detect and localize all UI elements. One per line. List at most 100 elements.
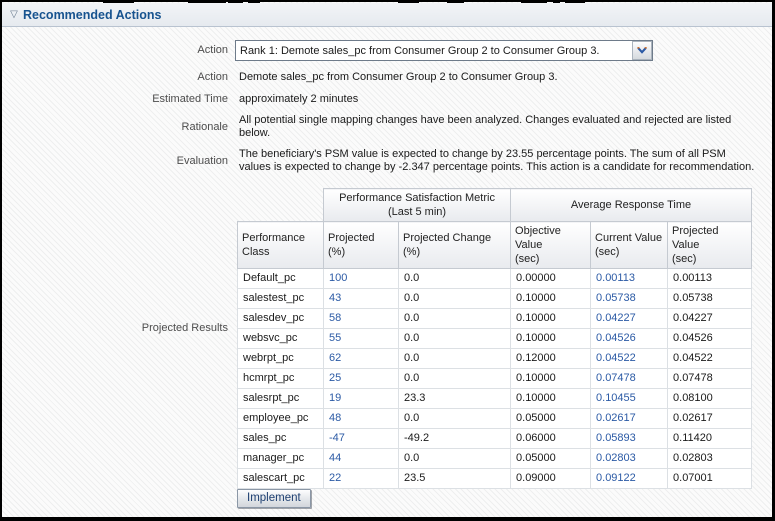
col-header-objective-value: Objective Value (sec) — [510, 221, 592, 269]
projected-results-table: Performance Satisfaction Metric (Last 5 … — [237, 188, 753, 489]
action-select[interactable]: Rank 1: Demote sales_pc from Consumer Gr… — [235, 40, 653, 61]
group-header-avg-response-time: Average Response Time — [510, 188, 753, 222]
cell-projected-value: 0.11420 — [667, 428, 753, 449]
dropdown-arrow-icon[interactable] — [632, 41, 652, 60]
cell-current-value: 0.00113 — [590, 268, 669, 289]
estimated-time-label: Estimated Time — [152, 93, 228, 105]
cell-performance-class: Default_pc — [237, 268, 324, 289]
cell-projected-pct: -47 — [323, 428, 399, 449]
col-header-performance-class: Performance Class — [237, 221, 324, 269]
cell-projected-change: 0.0 — [397, 268, 512, 289]
cell-projected-change: 0.0 — [397, 408, 512, 429]
cell-projected-pct: 48 — [323, 408, 399, 429]
cell-current-value: 0.02617 — [590, 408, 669, 429]
cell-projected-pct: 58 — [323, 308, 399, 329]
implement-button[interactable]: Implement — [237, 489, 311, 508]
cell-objective-value: 0.00000 — [510, 268, 592, 289]
cell-projected-change: 0.0 — [397, 448, 512, 469]
cell-performance-class: salestest_pc — [237, 288, 324, 309]
cell-objective-value: 0.10000 — [510, 368, 592, 389]
cell-performance-class: websvc_pc — [237, 328, 324, 349]
cell-projected-value: 0.04526 — [667, 328, 753, 349]
cell-objective-value: 0.05000 — [510, 448, 592, 469]
cell-projected-pct: 44 — [323, 448, 399, 469]
table-row: salestest_pc 43 0.0 0.10000 0.05738 0.05… — [237, 288, 753, 309]
cell-projected-change: 0.0 — [397, 288, 512, 309]
col-header-projected-pct: Projected (%) — [323, 221, 399, 269]
table-row: websvc_pc 55 0.0 0.10000 0.04526 0.04526 — [237, 328, 753, 349]
col-header-projected-value: Projected Value (sec) — [667, 221, 753, 269]
cell-objective-value: 0.05000 — [510, 408, 592, 429]
cell-projected-change: -49.2 — [397, 428, 512, 449]
cell-projected-pct: 25 — [323, 368, 399, 389]
rationale-label: Rationale — [181, 120, 228, 133]
table-group-header-row: Performance Satisfaction Metric (Last 5 … — [238, 188, 753, 222]
cell-projected-pct: 22 — [323, 468, 399, 489]
col-header-current-value: Current Value (sec) — [590, 221, 669, 269]
cell-projected-value: 0.07478 — [667, 368, 753, 389]
projected-results-label: Projected Results — [141, 322, 228, 334]
cell-performance-class: hcmrpt_pc — [237, 368, 324, 389]
table-row: sales_pc -47 -49.2 0.06000 0.05893 0.114… — [237, 428, 753, 449]
cell-current-value: 0.04522 — [590, 348, 669, 369]
cell-projected-pct: 43 — [323, 288, 399, 309]
cell-objective-value: 0.06000 — [510, 428, 592, 449]
rationale-value: All potential single mapping changes hav… — [239, 114, 732, 139]
cell-objective-value: 0.10000 — [510, 308, 592, 329]
cell-objective-value: 0.10000 — [510, 328, 592, 349]
cell-current-value: 0.10455 — [590, 388, 669, 409]
cell-performance-class: manager_pc — [237, 448, 324, 469]
cell-objective-value: 0.10000 — [510, 288, 592, 309]
estimated-time-row: Estimated Time approximately 2 minutes — [2, 93, 772, 106]
table-column-header-row: Performance Class Projected (%) Projecte… — [237, 221, 753, 269]
evaluation-value: The beneficiary's PSM value is expected … — [239, 148, 755, 173]
cell-projected-value: 0.04522 — [667, 348, 753, 369]
evaluation-row: Evaluation The beneficiary's PSM value i… — [2, 148, 772, 174]
rationale-row: Rationale All potential single mapping c… — [2, 114, 772, 140]
table-row: salescart_pc 22 23.5 0.09000 0.09122 0.0… — [237, 468, 753, 489]
action-text-row: Action Demote sales_pc from Consumer Gro… — [2, 71, 772, 84]
cell-projected-change: 0.0 — [397, 308, 512, 329]
cell-performance-class: salesdev_pc — [237, 308, 324, 329]
cell-projected-value: 0.02803 — [667, 448, 753, 469]
cell-current-value: 0.04526 — [590, 328, 669, 349]
cell-performance-class: employee_pc — [237, 408, 324, 429]
cell-projected-value: 0.07001 — [667, 468, 753, 489]
cell-projected-pct: 55 — [323, 328, 399, 349]
cell-projected-value: 0.02617 — [667, 408, 753, 429]
col-header-projected-change-pct: Projected Change (%) — [397, 221, 512, 269]
cell-current-value: 0.07478 — [590, 368, 669, 389]
cell-objective-value: 0.12000 — [510, 348, 592, 369]
table-row: manager_pc 44 0.0 0.05000 0.02803 0.0280… — [237, 448, 753, 469]
cell-performance-class: sales_pc — [237, 428, 324, 449]
cell-projected-pct: 19 — [323, 388, 399, 409]
section-header: ▽ Recommended Actions — [2, 3, 772, 27]
cell-projected-value: 0.04227 — [667, 308, 753, 329]
cell-projected-value: 0.08100 — [667, 388, 753, 409]
table-row: salesdev_pc 58 0.0 0.10000 0.04227 0.042… — [237, 308, 753, 329]
action-select-row: Action Rank 1: Demote sales_pc from Cons… — [2, 40, 772, 61]
cell-projected-change: 0.0 — [397, 328, 512, 349]
cell-current-value: 0.05893 — [590, 428, 669, 449]
cell-current-value: 0.04227 — [590, 308, 669, 329]
table-row: employee_pc 48 0.0 0.05000 0.02617 0.026… — [237, 408, 753, 429]
cell-current-value: 0.09122 — [590, 468, 669, 489]
cell-current-value: 0.05738 — [590, 288, 669, 309]
cell-performance-class: salescart_pc — [237, 468, 324, 489]
cell-projected-value: 0.05738 — [667, 288, 753, 309]
cell-projected-change: 23.5 — [397, 468, 512, 489]
action-select-label: Action — [197, 44, 228, 56]
cell-projected-change: 0.0 — [397, 348, 512, 369]
table-row: hcmrpt_pc 25 0.0 0.10000 0.07478 0.07478 — [237, 368, 753, 389]
cell-performance-class: salesrpt_pc — [237, 388, 324, 409]
cell-projected-change: 23.3 — [397, 388, 512, 409]
action-text-value: Demote sales_pc from Consumer Group 2 to… — [239, 71, 558, 83]
section-title: Recommended Actions — [23, 7, 162, 22]
table-row: webrpt_pc 62 0.0 0.12000 0.04522 0.04522 — [237, 348, 753, 369]
evaluation-label: Evaluation — [176, 154, 228, 167]
collapse-triangle-icon[interactable]: ▽ — [10, 9, 18, 20]
table-row: salesrpt_pc 19 23.3 0.10000 0.10455 0.08… — [237, 388, 753, 409]
table-row: Default_pc 100 0.0 0.00000 0.00113 0.001… — [237, 268, 753, 289]
cell-objective-value: 0.10000 — [510, 388, 592, 409]
